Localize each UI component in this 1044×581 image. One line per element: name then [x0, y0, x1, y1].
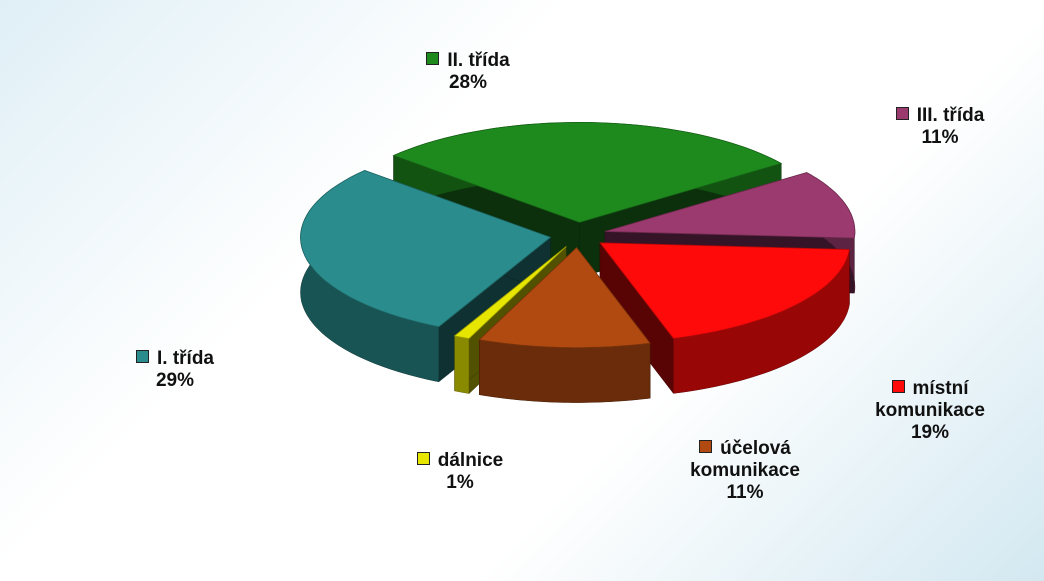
legend-marker — [895, 107, 909, 120]
slice-wall — [454, 335, 470, 394]
value-label: 11% — [726, 482, 764, 503]
legend-marker — [426, 52, 440, 65]
category-label: II. třída — [447, 50, 510, 71]
slice — [453, 246, 567, 340]
category-label: účelová komunikace — [690, 438, 800, 481]
value-label: 19% — [910, 422, 950, 443]
value-label: 28% — [448, 72, 488, 93]
slice — [599, 242, 850, 339]
legend-marker — [699, 440, 713, 453]
legend-marker — [135, 350, 149, 363]
data-label: účelová komunikace 11% — [650, 438, 840, 504]
category-label: I. třída — [156, 348, 214, 369]
value-label: 1% — [446, 472, 474, 493]
data-label: III. třída 11% — [860, 105, 1020, 149]
data-label: dálnice 1% — [390, 450, 530, 494]
category-label: III. třída — [916, 105, 985, 126]
data-label: I. třída 29% — [95, 348, 255, 392]
legend-marker — [416, 452, 430, 465]
slice-tops — [300, 121, 856, 348]
slice-wall — [479, 339, 651, 403]
slice — [392, 121, 783, 223]
value-label: 11% — [921, 127, 959, 148]
slice — [604, 172, 856, 239]
category-label: místní komunikace — [875, 378, 985, 421]
value-label: 29% — [155, 370, 195, 391]
data-label: II. třída 28% — [388, 50, 548, 94]
legend-marker — [891, 380, 905, 393]
category-label: dálnice — [437, 450, 504, 471]
data-label: místní komunikace 19% — [845, 378, 1015, 444]
slice — [300, 169, 552, 328]
slice — [478, 247, 651, 348]
